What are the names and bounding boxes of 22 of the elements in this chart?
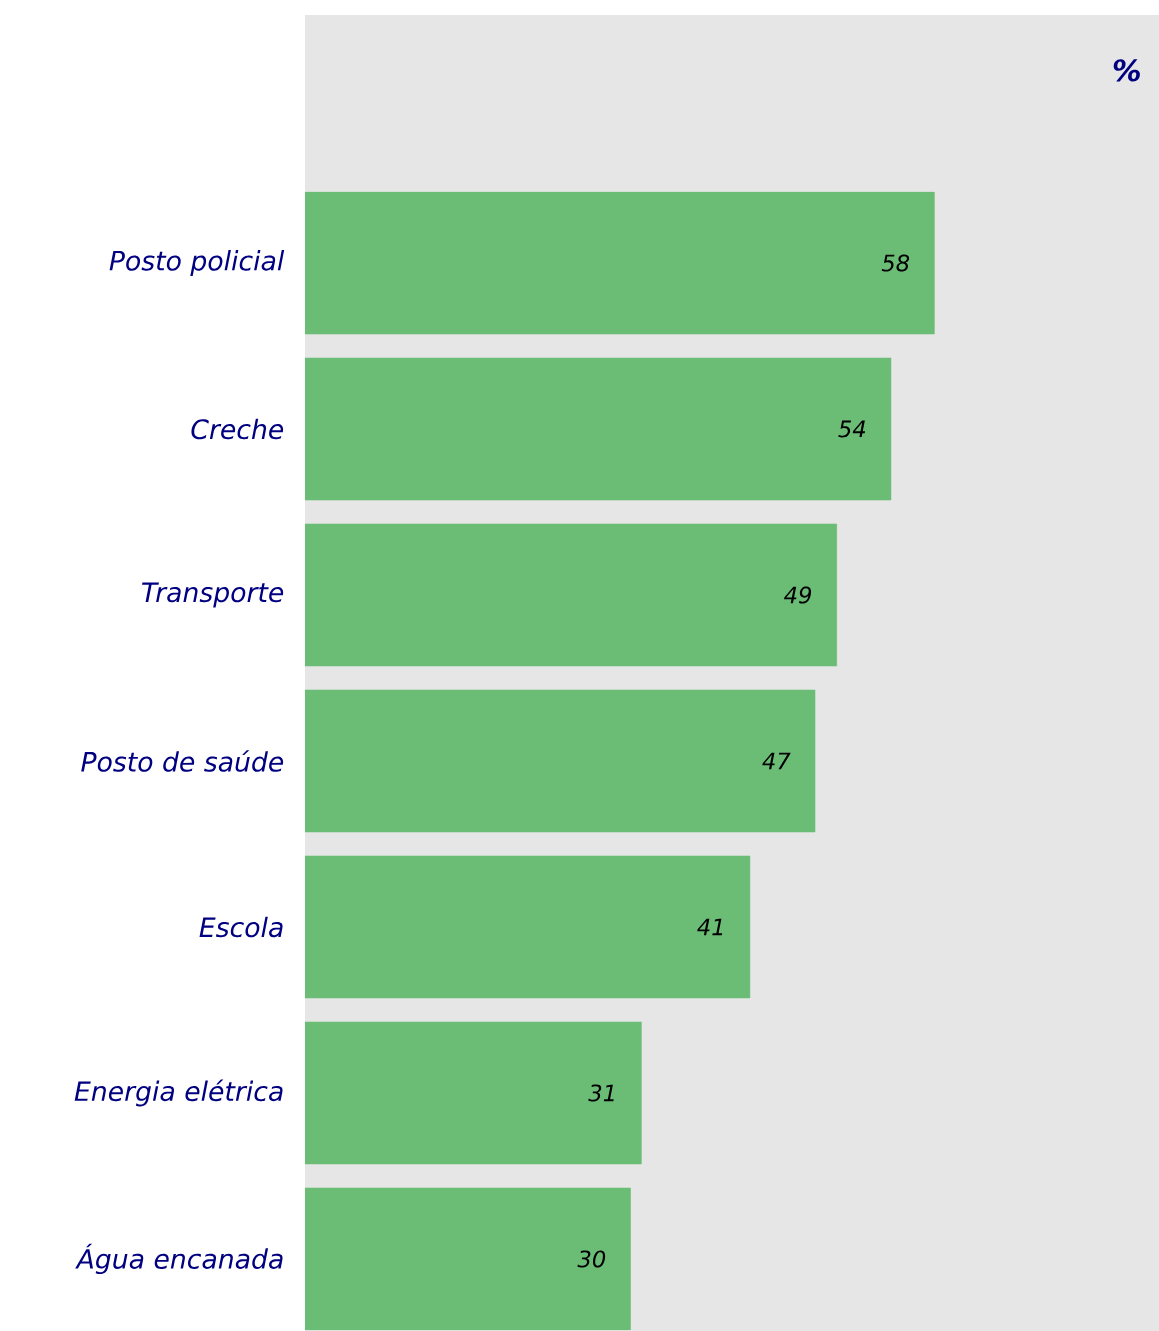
data-label: 58 bbox=[881, 254, 910, 272]
bar bbox=[305, 855, 751, 999]
data-label: 30 bbox=[577, 1250, 606, 1268]
data-label: 41 bbox=[697, 918, 723, 936]
data-label: 47 bbox=[762, 752, 791, 770]
data-label: 31 bbox=[588, 1084, 614, 1102]
y-tick-label: Transporte bbox=[142, 582, 284, 608]
y-tick-label: Água encanada bbox=[75, 1243, 283, 1275]
y-tick-label: Energia elétrica bbox=[74, 1079, 283, 1107]
bar bbox=[305, 357, 892, 501]
bar bbox=[305, 191, 935, 335]
chart-title: % bbox=[1113, 59, 1140, 82]
y-tick-label: Escola bbox=[199, 916, 283, 938]
y-tick-label: Posto de saúde bbox=[81, 750, 284, 772]
data-label: 54 bbox=[838, 420, 866, 438]
bar bbox=[305, 523, 837, 667]
bar bbox=[305, 689, 816, 833]
data-label: 49 bbox=[784, 586, 812, 604]
bar bbox=[305, 1021, 642, 1165]
y-tick-label: Posto policial bbox=[109, 250, 285, 276]
y-tick-label: Creche bbox=[191, 418, 284, 440]
bar bbox=[305, 1187, 631, 1331]
